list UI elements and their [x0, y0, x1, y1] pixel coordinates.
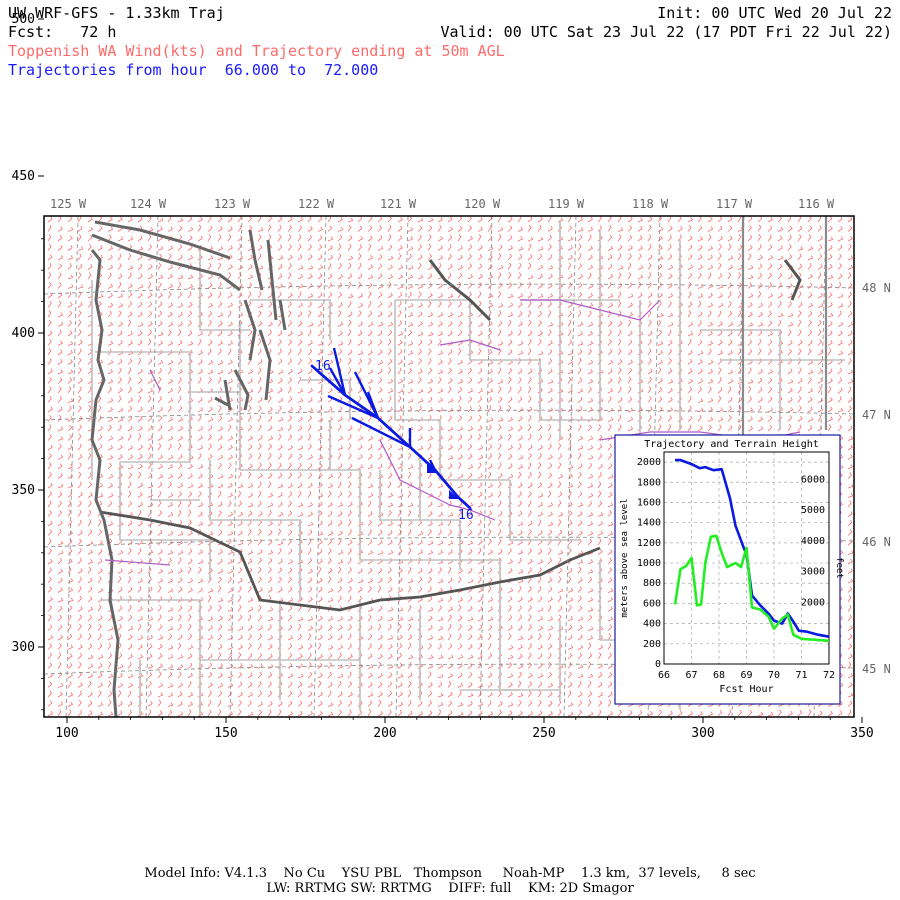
- columbia-river: [99, 510, 601, 612]
- inset-y-right-tick-label: 3000: [801, 567, 825, 578]
- lon-label: 118 W: [632, 197, 669, 211]
- trajectory-arrow: [427, 464, 437, 473]
- inset-x-tick-label: 67: [685, 670, 697, 681]
- inset-x-tick-label: 66: [658, 670, 670, 681]
- inset-y-tick-label: 2000: [637, 457, 661, 468]
- lon-label: 119 W: [548, 197, 585, 211]
- inset-x-tick-label: 71: [795, 670, 807, 681]
- inset-y-tick-label: 800: [643, 578, 661, 589]
- lon-label: 120 W: [464, 197, 501, 211]
- trajectory-terrain-chart: Trajectory and Terrain Height 66 67 68 69 70 7…: [614, 434, 844, 705]
- lon-label: 116 W: [798, 197, 835, 211]
- x-tick-label: 350: [850, 726, 873, 741]
- inset-y-tick-label: 1600: [637, 497, 661, 508]
- x-tick-label: 200: [373, 726, 396, 741]
- forecast-hour: Fcst: 72 h: [8, 23, 117, 41]
- lat-label: 48 N: [862, 281, 891, 295]
- valid-time: Valid: 00 UTC Sat 23 Jul 22 (17 PDT Fri …: [440, 23, 892, 41]
- trajectory-end-label: 16: [458, 508, 474, 523]
- y-tick-label: 450: [12, 169, 35, 184]
- trajectory-start-label: 16: [315, 359, 331, 374]
- inset-title: Trajectory and Terrain Height: [644, 439, 819, 450]
- lon-label: 125 W: [50, 197, 87, 211]
- state-boundaries: [741, 216, 828, 450]
- model-title: UW WRF-GFS - 1.33km Traj: [8, 4, 225, 22]
- inset-x-tick-label: 72: [823, 670, 835, 681]
- inset-x-tick-label: 68: [713, 670, 725, 681]
- inset-y-right-tick-label: 5000: [801, 505, 825, 516]
- y-tick-label: 500: [12, 12, 35, 27]
- lake-roosevelt: [428, 259, 492, 322]
- lat-label: 47 N: [862, 408, 891, 422]
- inset-y-tick-label: 1400: [637, 518, 661, 529]
- lon-label: 117 W: [716, 197, 753, 211]
- inset-y-tick-label: 0: [655, 659, 661, 670]
- lon-label: 123 W: [214, 197, 251, 211]
- strait-coast-north: [94, 220, 231, 260]
- lon-label: 124 W: [130, 197, 167, 211]
- terrain-series-line: [673, 534, 830, 643]
- pacific-coastline: [90, 249, 120, 717]
- lat-label: 45 N: [862, 662, 891, 676]
- x-tick-label: 300: [691, 726, 714, 741]
- inset-y-tick-label: 400: [643, 619, 661, 630]
- x-tick-label: 150: [214, 726, 237, 741]
- inset-y-tick-label: 1800: [637, 477, 661, 488]
- init-time: Init: 00 UTC Wed 20 Jul 22: [657, 4, 892, 22]
- trajectory-barbs: [327, 347, 437, 471]
- idaho-lake: [783, 259, 802, 301]
- subtitle-trajectory: Trajectories from hour 66.000 to 72.000: [8, 61, 379, 79]
- inset-y-tick-label: 200: [643, 639, 661, 650]
- strait-coast-south: [91, 233, 241, 292]
- model-info-line2: LW: RRTMG SW: RRTMG DIFF: full KM: 2D Sm…: [266, 881, 634, 896]
- y-tick-label: 400: [12, 326, 35, 341]
- lat-label: 46 N: [862, 535, 891, 549]
- inset-y-right-tick-label: 4000: [801, 536, 825, 547]
- inset-plot-frame: [663, 451, 830, 665]
- inset-y-tick-label: 600: [643, 598, 661, 609]
- x-tick-label: 250: [532, 726, 555, 741]
- inset-y-tick-label: 1200: [637, 538, 661, 549]
- inset-y-right-tick-label: 2000: [801, 597, 825, 608]
- trajectory-arrow: [449, 490, 459, 499]
- y-tick-label: 300: [12, 640, 35, 655]
- inset-x-tick-label: 69: [740, 670, 752, 681]
- inset-xlabel: Fcst Hour: [719, 684, 773, 695]
- lon-label: 121 W: [380, 197, 417, 211]
- inset-box: [614, 434, 841, 705]
- inset-x-tick-label: 70: [768, 670, 780, 681]
- inset-ylabel: meters above sea level: [620, 498, 630, 617]
- x-tick-label: 100: [55, 726, 78, 741]
- inset-ylabel-right: feet: [834, 557, 844, 579]
- puget-sound: [214, 229, 287, 411]
- lon-label: 122 W: [298, 197, 335, 211]
- subtitle-wind: Toppenish WA Wind(kts) and Trajectory en…: [8, 42, 505, 60]
- inset-y-right-tick-label: 6000: [801, 474, 825, 485]
- inset-y-tick-label: 1000: [637, 558, 661, 569]
- y-tick-label: 350: [12, 483, 35, 498]
- model-info-line1: Model Info: V4.1.3 No Cu YSU PBL Thompso…: [144, 866, 756, 881]
